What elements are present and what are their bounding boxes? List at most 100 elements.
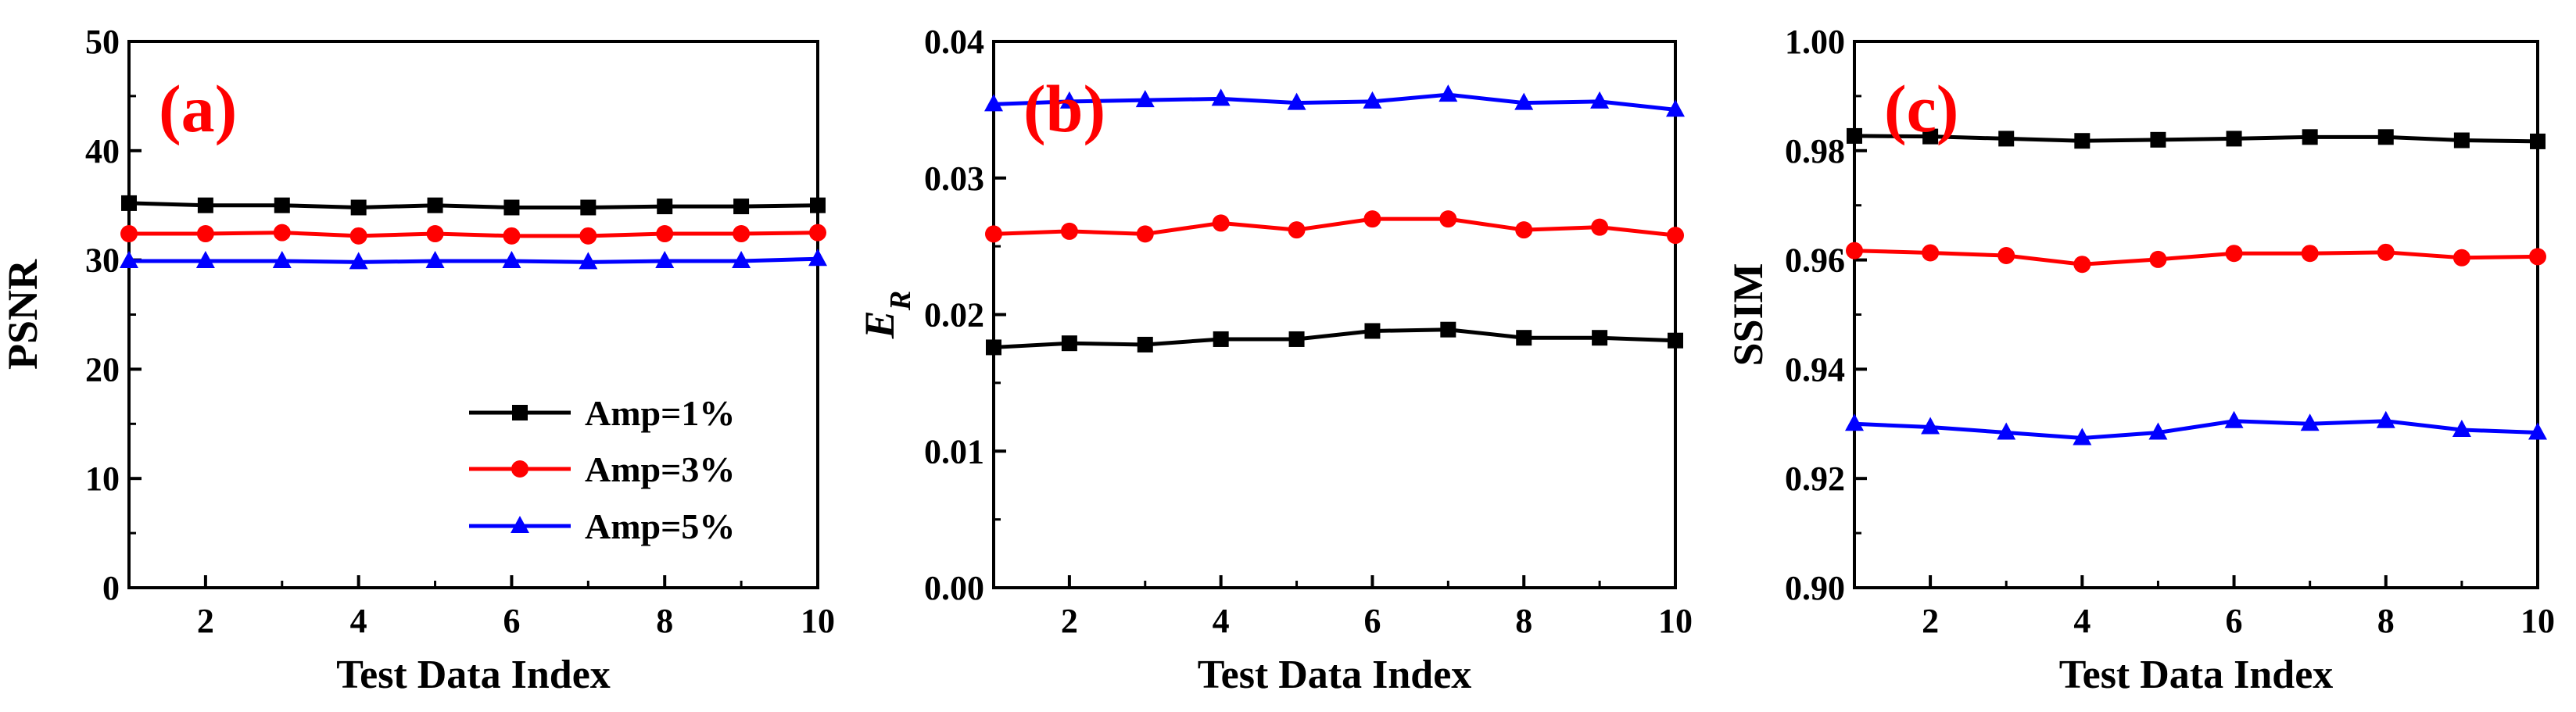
data-point (1287, 92, 1306, 110)
data-point (502, 250, 521, 268)
legend-marker (512, 405, 528, 420)
data-point (2302, 129, 2318, 145)
data-point (1998, 131, 2015, 147)
y-tick-label: 30 (85, 242, 120, 280)
y-tick-label: 0.92 (1785, 460, 1845, 498)
data-point (2148, 422, 2168, 440)
y-tick-label: 40 (85, 132, 120, 170)
y-tick-label: 0.96 (1785, 242, 1845, 280)
data-point (350, 199, 367, 216)
data-point (1363, 210, 1381, 228)
y-axis-label: ER (856, 291, 917, 339)
data-point (1364, 323, 1381, 339)
data-point (503, 199, 520, 216)
x-tick-label: 2 (1061, 602, 1078, 640)
data-point (1997, 422, 2016, 440)
chart-panel-1: 0 10 20 30 40 50 2 4 6 8 10 Test Data Index PSNR (a) A… (0, 23, 835, 697)
data-point (2300, 413, 2320, 431)
y-tick-label: 0.01 (924, 432, 984, 470)
data-point (655, 250, 675, 268)
legend: Amp=1% Amp=3% Amp=5% (469, 393, 735, 546)
data-point (808, 249, 827, 267)
data-point (1059, 91, 1079, 109)
data-point (272, 250, 292, 268)
data-point (2529, 248, 2546, 266)
series-line-1 (993, 327, 1676, 349)
x-tick-label: 10 (801, 602, 835, 640)
data-point (349, 252, 368, 270)
legend-marker (511, 516, 529, 533)
data-point (196, 225, 214, 243)
data-point (2376, 410, 2395, 428)
series-line-2 (129, 231, 819, 238)
panel-label: (c) (1884, 71, 1958, 146)
data-point (2530, 133, 2546, 149)
data-point (2073, 428, 2092, 445)
series-line-3 (1854, 419, 2538, 440)
data-point (2453, 132, 2470, 148)
data-point (1922, 244, 1940, 262)
data-point (120, 250, 138, 268)
data-point (1515, 221, 1533, 239)
y-tick-label: 0.94 (1785, 350, 1845, 388)
data-point (1516, 330, 1532, 346)
data-point (426, 225, 444, 243)
x-tick-label: 8 (2377, 602, 2395, 640)
x-tick-label: 4 (1213, 602, 1230, 640)
data-point (1666, 99, 1685, 117)
data-point (656, 225, 674, 243)
data-point (2301, 245, 2319, 263)
x-tick-label: 10 (1658, 602, 1693, 640)
y-axis-label: PSNR (0, 259, 46, 370)
x-tick-label: 8 (656, 602, 673, 640)
y-axis-label: SSIM (1725, 263, 1772, 366)
data-point (121, 195, 137, 211)
series-line-3 (993, 92, 1676, 112)
data-point (579, 252, 598, 270)
data-point (1997, 247, 2015, 265)
data-point (1061, 335, 1077, 352)
data-point (2225, 245, 2243, 263)
data-point (1135, 90, 1155, 108)
y-tick-label: 20 (85, 350, 120, 388)
legend-marker (511, 460, 528, 478)
y-tick-label: 1.00 (1785, 23, 1845, 61)
data-point (1845, 413, 1864, 431)
data-point (657, 199, 673, 215)
legend-label: Amp=3% (585, 449, 735, 489)
data-point (1211, 88, 1231, 106)
series-line-3 (129, 256, 819, 264)
data-point (732, 250, 751, 268)
x-tick-label: 6 (503, 602, 520, 640)
data-point (427, 197, 443, 213)
series-line-1 (128, 201, 819, 209)
series-line-2 (993, 216, 1676, 238)
y-tick-label: 0.90 (1785, 569, 1845, 607)
data-point (2149, 250, 2167, 268)
data-point (733, 225, 751, 243)
data-point (2224, 410, 2244, 428)
data-point (503, 227, 521, 245)
data-point (273, 224, 291, 242)
panel-label: (b) (1023, 71, 1105, 146)
y-tick-label: 0.02 (924, 296, 984, 335)
data-point (1668, 332, 1683, 349)
data-point (197, 197, 213, 213)
data-point (1922, 128, 1939, 145)
x-tick-label: 6 (2226, 602, 2243, 640)
x-tick-label: 2 (197, 602, 214, 640)
x-tick-label: 2 (1922, 602, 1939, 640)
y-tick-label: 0.03 (924, 159, 984, 198)
data-point (1363, 91, 1382, 109)
y-tick-label: 10 (85, 460, 120, 498)
data-point (1137, 336, 1153, 352)
data-point (2452, 249, 2470, 267)
legend-label: Amp=1% (585, 393, 735, 433)
data-point (1060, 222, 1078, 240)
data-point (1846, 242, 1863, 259)
data-point (810, 197, 826, 213)
data-point (984, 94, 1003, 112)
data-point (1212, 214, 1230, 232)
y-tick-label: 0 (102, 569, 120, 607)
